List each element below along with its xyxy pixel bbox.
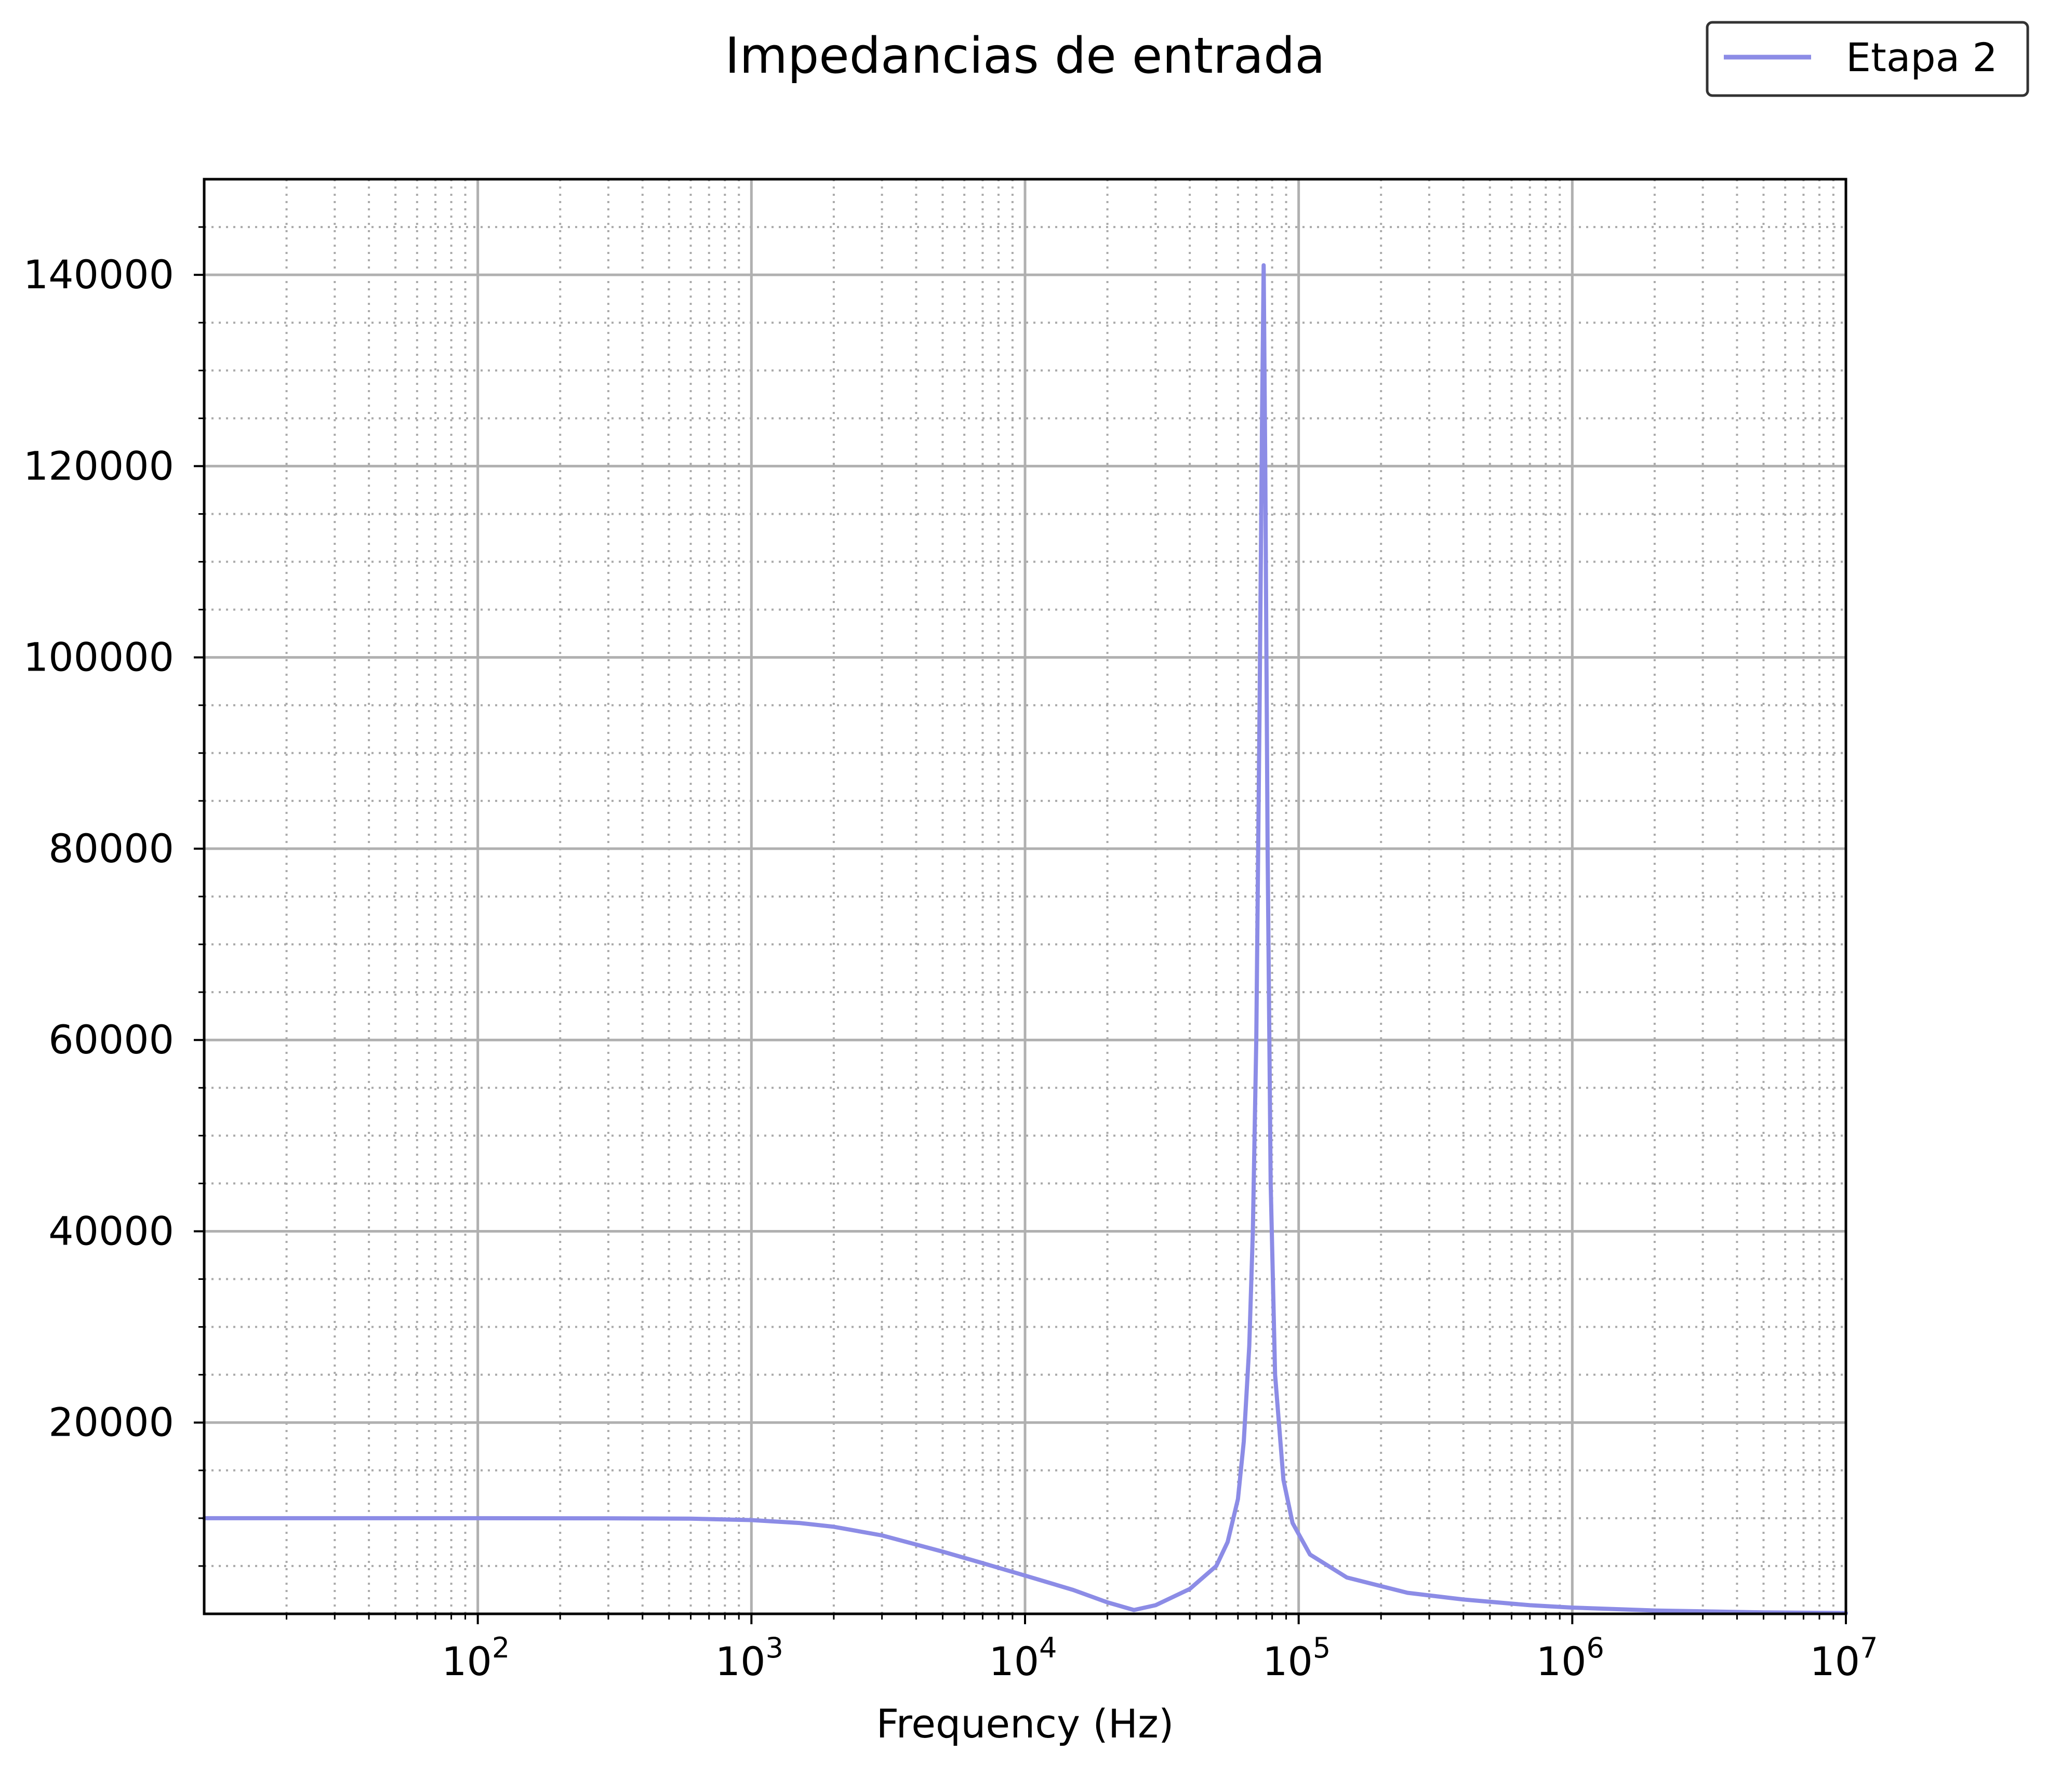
y-tick-label: 20000	[48, 1399, 174, 1446]
x-tick-label: 102	[442, 1631, 510, 1684]
x-tick-label: 104	[989, 1631, 1057, 1684]
legend-box	[1706, 21, 2029, 97]
series-line-etapa-2	[202, 263, 1848, 1615]
legend-label-etapa-2: Etapa 2	[1846, 34, 1998, 81]
y-tick-label: 100000	[23, 634, 174, 680]
chart-title: Impedancias de entrada	[725, 28, 1325, 85]
x-tick-label: 105	[1262, 1631, 1331, 1684]
x-axis-label: Frequency (Hz)	[876, 1701, 1174, 1747]
y-tick-label: 80000	[48, 825, 174, 872]
series-layer	[202, 263, 1848, 1615]
major-grid	[204, 179, 1847, 1614]
y-tick-label: 120000	[23, 443, 174, 489]
y-tick-label: 40000	[48, 1208, 174, 1254]
axis-ticks	[194, 226, 1847, 1624]
x-tick-label: 103	[715, 1631, 783, 1684]
legend: Etapa 2	[1706, 21, 2029, 97]
tick-labels: 102 103 104 105 106 107 20000 40000 60000 80000 10…	[23, 251, 1878, 1684]
y-tick-label: 60000	[48, 1017, 174, 1063]
x-tick-label: 107	[1810, 1631, 1878, 1684]
x-tick-label: 106	[1536, 1631, 1604, 1684]
y-tick-label: 140000	[23, 251, 174, 298]
